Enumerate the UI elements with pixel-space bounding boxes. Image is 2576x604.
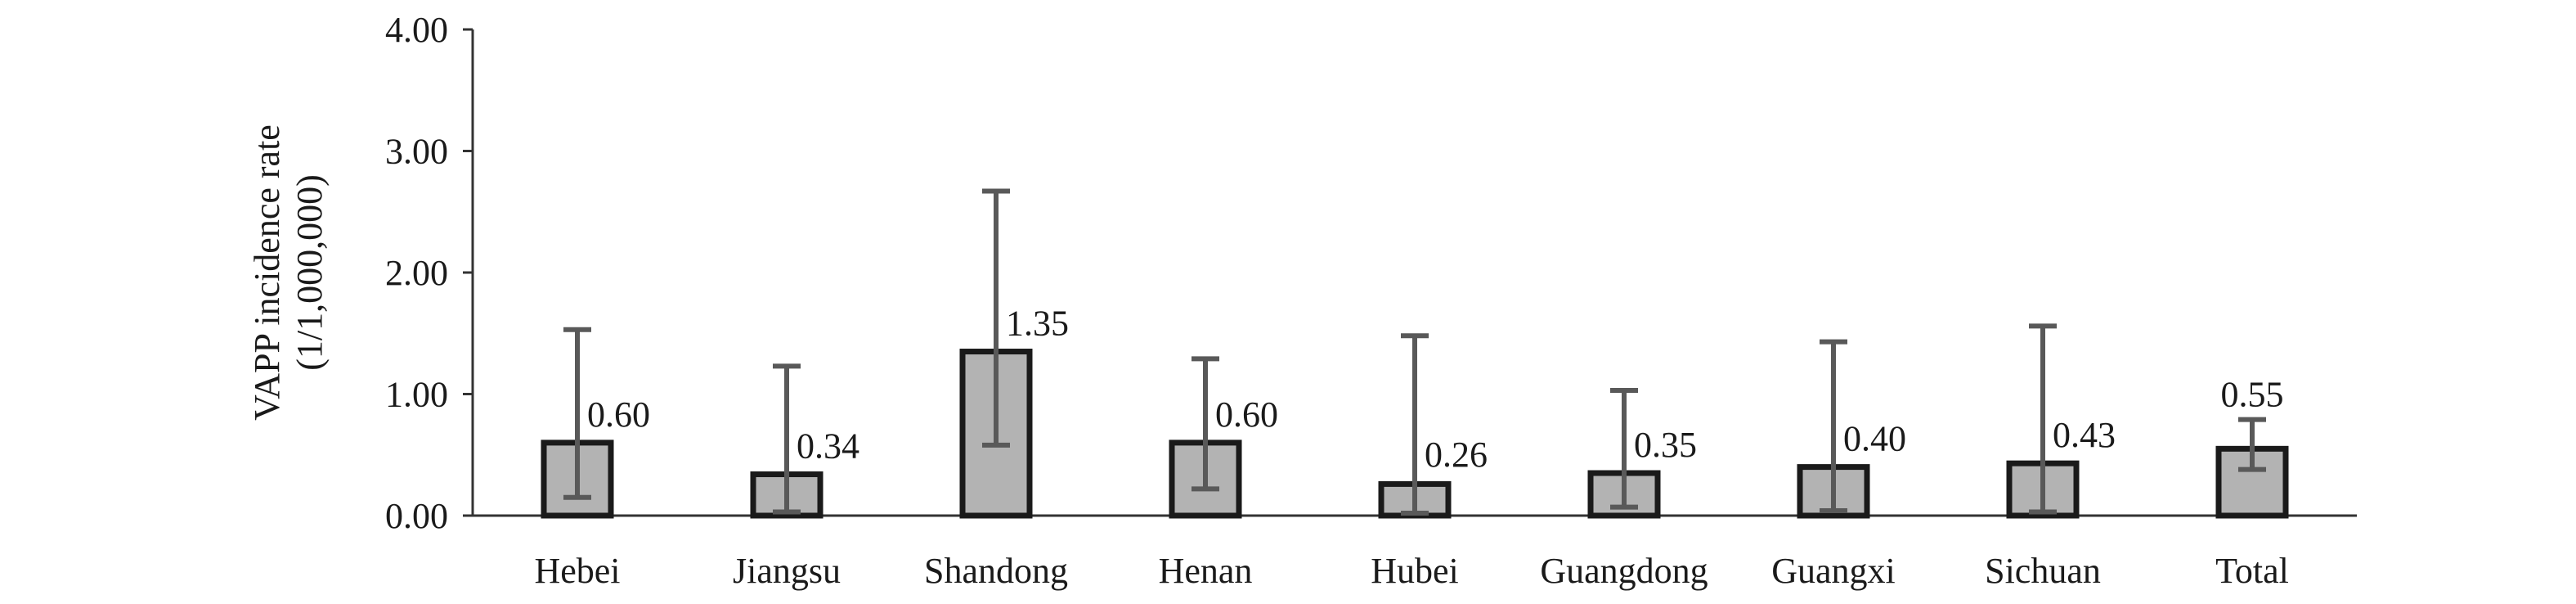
category-label: Guangdong <box>1540 551 1708 591</box>
category-label: Hebei <box>534 551 620 591</box>
y-tick-label: 4.00 <box>385 10 448 50</box>
y-tick-label: 3.00 <box>385 132 448 172</box>
category-label: Guangxi <box>1771 551 1896 591</box>
data-label: 0.35 <box>1634 425 1697 465</box>
data-label: 0.43 <box>2053 415 2116 455</box>
category-label: Sichuan <box>1985 551 2101 591</box>
data-label: 0.34 <box>797 426 859 467</box>
error-bars-group <box>563 188 2266 516</box>
category-label: Shandong <box>924 551 1068 591</box>
data-label: 1.35 <box>1006 304 1069 344</box>
y-axis-title: VAPP incidence rate (1/1,000,000) <box>247 124 330 421</box>
category-label: Jiangsu <box>733 551 841 591</box>
data-label: 0.60 <box>1215 394 1278 435</box>
y-tick-label: 0.00 <box>385 496 448 536</box>
y-tick-label: 2.00 <box>385 253 448 293</box>
data-labels-group: 0.60 0.34 1.35 0.60 0.26 0.35 0.40 0.43 0.55 <box>587 304 2284 475</box>
y-axis: 0.00 1.00 2.00 3.00 4.00 <box>385 10 474 536</box>
category-label: Henan <box>1159 551 1253 591</box>
data-label: 0.26 <box>1425 435 1488 475</box>
category-label: Total <box>2215 551 2289 591</box>
category-label: Hubei <box>1371 551 1459 591</box>
data-label: 0.60 <box>587 394 650 435</box>
y-axis-title-line: (1/1,000,000) <box>289 174 330 371</box>
y-axis-title-line: VAPP incidence rate <box>247 124 287 421</box>
data-label: 0.40 <box>1843 419 1906 459</box>
y-tick-label: 1.00 <box>385 375 448 415</box>
category-labels-group: Hebei Jiangsu Shandong Henan Hubei Guangdong G… <box>534 551 2288 591</box>
data-label: 0.55 <box>2221 375 2284 415</box>
